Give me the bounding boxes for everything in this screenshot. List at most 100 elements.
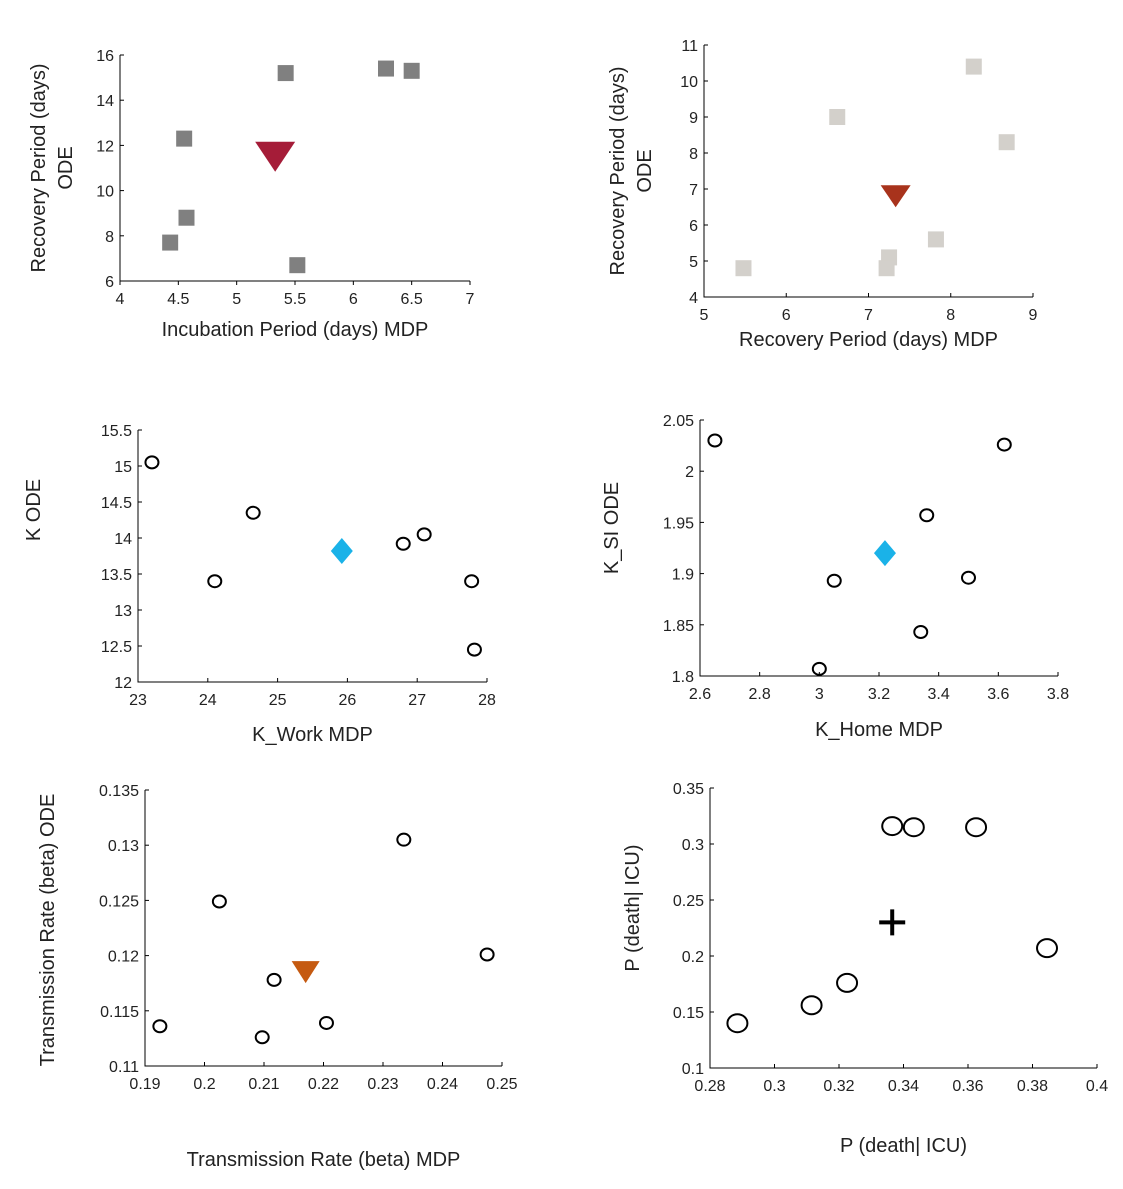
x-tick-label: 5	[700, 307, 709, 324]
y-tick-label: 8	[105, 229, 114, 246]
y-axis-label: Transmission Rate (beta) ODE	[37, 794, 59, 1067]
x-axis-label: Transmission Rate (beta) MDP	[187, 1149, 461, 1171]
data-point	[836, 972, 859, 993]
x-tick-label: 0.25	[486, 1076, 517, 1093]
subplot-6: 0.28 0.3 0.32 0.34 0.36 0.38 0.4 0.1 0.15 0.2 0.25…	[622, 781, 1108, 1157]
y-axis-label-line2: ODE	[55, 146, 77, 189]
data-point	[726, 1013, 749, 1034]
y-tick-label: 8	[689, 146, 698, 163]
y-axis-label: K ODE	[23, 479, 45, 541]
data-point	[800, 995, 823, 1016]
y-tick-label: 0.135	[99, 783, 139, 800]
data-point	[289, 257, 306, 274]
y-tick-label: 0.1	[682, 1061, 704, 1078]
data-point	[902, 817, 925, 838]
data-point	[403, 62, 420, 79]
y-tick-label: 4	[689, 290, 698, 307]
data-point	[144, 455, 160, 470]
y-tick-label: 1.9	[672, 567, 694, 584]
x-tick-label: 0.38	[1017, 1078, 1048, 1095]
x-tick-label: 7	[466, 291, 475, 308]
y-tick-label: 6	[689, 218, 698, 235]
x-axis-label: Recovery Period (days) MDP	[739, 329, 998, 351]
y-tick-label: 0.2	[682, 949, 704, 966]
y-tick-label: 12.5	[101, 639, 132, 656]
highlight-diamond	[330, 537, 353, 564]
y-tick-label: 0.125	[99, 893, 139, 910]
y-tick-label: 12	[114, 675, 132, 692]
y-tick-label: 2.05	[663, 413, 694, 430]
x-tick-label: 0.19	[129, 1076, 160, 1093]
x-tick-label: 3.8	[1047, 686, 1069, 703]
x-tick-label: 5.5	[284, 291, 306, 308]
data-point	[707, 433, 723, 448]
y-tick-label: 12	[96, 138, 114, 155]
data-point	[207, 574, 223, 589]
x-tick-label: 0.2	[193, 1076, 215, 1093]
data-point	[735, 260, 752, 277]
y-tick-label: 13.5	[101, 567, 132, 584]
highlight-plus	[879, 909, 906, 936]
x-tick-label: 23	[129, 692, 147, 709]
x-tick-label: 0.32	[823, 1078, 854, 1095]
y-axis-label: Recovery Period (days)	[28, 64, 50, 273]
data-point	[395, 536, 411, 551]
x-tick-label: 0.23	[367, 1076, 398, 1093]
y-tick-label: 10	[96, 184, 114, 201]
x-tick-label: 26	[339, 692, 357, 709]
y-tick-label: 14	[96, 93, 114, 110]
y-tick-label: 6	[105, 274, 114, 291]
y-tick-label: 1.85	[663, 618, 694, 635]
y-tick-label: 1.95	[663, 515, 694, 532]
y-tick-label: 13	[114, 603, 132, 620]
data-point	[416, 527, 432, 542]
y-tick-label: 7	[689, 182, 698, 199]
data-point	[211, 894, 227, 909]
data-point	[965, 817, 988, 838]
y-tick-label: 1.8	[672, 669, 694, 686]
y-tick-label: 16	[96, 48, 114, 65]
data-point	[277, 65, 294, 82]
data-point	[998, 134, 1015, 151]
data-point	[162, 234, 179, 251]
x-axis-label: P (death| ICU)	[840, 1135, 967, 1157]
data-point	[913, 624, 929, 639]
subplot-3: 23 24 25 26 27 28 12 12.5 13 13.5 14 14.5 15 15.5 K_Wo…	[23, 423, 496, 746]
y-axis-label-line2: ODE	[634, 149, 656, 192]
data-point	[152, 1019, 168, 1034]
y-tick-label: 9	[689, 110, 698, 127]
y-axis-label: Recovery Period (days)	[607, 67, 629, 276]
x-tick-label: 0.24	[427, 1076, 458, 1093]
data-point	[919, 508, 935, 523]
x-tick-label: 0.34	[888, 1078, 919, 1095]
highlight-diamond	[873, 540, 896, 567]
subplot-5: 0.19 0.2 0.21 0.22 0.23 0.24 0.25 0.11 0.115 0.12…	[37, 783, 518, 1171]
y-tick-label: 10	[680, 74, 698, 91]
x-tick-label: 24	[199, 692, 217, 709]
data-point	[1036, 938, 1059, 959]
y-axis-label: P (death| ICU)	[622, 844, 644, 971]
y-tick-label: 11	[681, 38, 698, 55]
data-point	[996, 437, 1012, 452]
axis-lines	[137, 430, 487, 683]
data-point	[466, 642, 482, 657]
x-axis-label: K_Work MDP	[252, 724, 373, 746]
x-tick-label: 3.4	[928, 686, 950, 703]
y-tick-label: 14.5	[101, 495, 132, 512]
y-tick-label: 0.12	[108, 949, 139, 966]
data-point	[254, 1030, 270, 1045]
data-point	[811, 661, 827, 676]
x-tick-label: 0.4	[1086, 1078, 1108, 1095]
y-tick-label: 5	[689, 254, 698, 271]
y-tick-label: 0.13	[108, 838, 139, 855]
data-point	[378, 60, 394, 77]
y-tick-label: 0.35	[673, 781, 704, 798]
data-point	[266, 972, 282, 987]
data-point	[829, 109, 846, 125]
data-point	[318, 1015, 334, 1030]
x-tick-label: 4.5	[167, 291, 189, 308]
x-tick-label: 6	[782, 307, 791, 324]
data-point	[479, 947, 495, 962]
